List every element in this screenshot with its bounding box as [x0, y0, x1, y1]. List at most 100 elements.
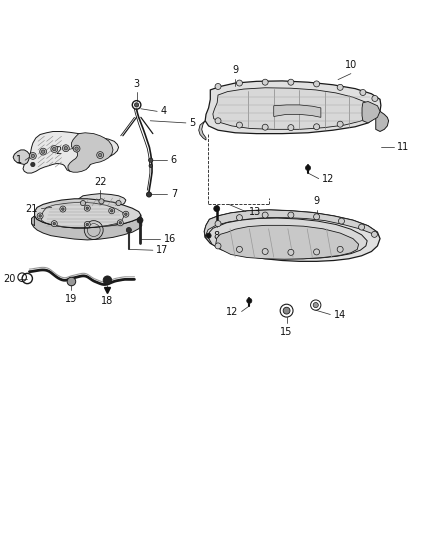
Circle shape: [283, 307, 290, 314]
Circle shape: [51, 221, 57, 227]
Circle shape: [124, 213, 127, 215]
Circle shape: [81, 200, 85, 206]
Text: 12: 12: [322, 174, 335, 184]
Text: 20: 20: [3, 273, 15, 284]
Text: 17: 17: [156, 245, 169, 255]
Circle shape: [314, 214, 320, 220]
Circle shape: [339, 218, 344, 224]
Text: 18: 18: [101, 296, 113, 305]
Text: 13: 13: [249, 207, 261, 216]
Text: 21: 21: [25, 204, 38, 214]
Circle shape: [206, 233, 211, 238]
Circle shape: [337, 84, 343, 90]
Circle shape: [237, 215, 243, 221]
Circle shape: [116, 200, 121, 206]
Circle shape: [39, 215, 42, 217]
Circle shape: [262, 212, 268, 218]
Circle shape: [126, 228, 131, 232]
Circle shape: [288, 125, 294, 131]
Text: 5: 5: [189, 118, 195, 128]
Polygon shape: [204, 210, 380, 261]
Polygon shape: [79, 193, 126, 207]
Circle shape: [247, 298, 252, 303]
Circle shape: [314, 81, 320, 87]
Circle shape: [53, 147, 56, 151]
Circle shape: [237, 246, 243, 252]
Polygon shape: [68, 133, 113, 172]
Polygon shape: [13, 150, 29, 165]
Circle shape: [86, 223, 88, 226]
Circle shape: [119, 222, 122, 224]
Polygon shape: [274, 105, 321, 117]
Circle shape: [62, 208, 64, 211]
Text: 12: 12: [226, 306, 238, 317]
Circle shape: [215, 243, 221, 249]
Circle shape: [53, 222, 56, 225]
Circle shape: [103, 276, 112, 285]
Circle shape: [134, 103, 139, 107]
Circle shape: [371, 231, 378, 237]
Circle shape: [314, 124, 320, 130]
Circle shape: [97, 151, 103, 158]
Circle shape: [31, 154, 35, 158]
Circle shape: [37, 213, 43, 219]
Circle shape: [146, 192, 152, 197]
Circle shape: [215, 221, 221, 227]
Circle shape: [73, 145, 80, 152]
Circle shape: [215, 84, 221, 90]
Circle shape: [305, 165, 311, 171]
Polygon shape: [205, 81, 381, 134]
Polygon shape: [376, 111, 389, 132]
Circle shape: [288, 249, 294, 255]
Text: 14: 14: [334, 310, 346, 319]
Circle shape: [63, 145, 69, 151]
Circle shape: [109, 208, 115, 214]
Circle shape: [60, 206, 66, 212]
Circle shape: [84, 205, 90, 211]
Circle shape: [29, 152, 36, 159]
Circle shape: [137, 217, 143, 223]
Circle shape: [117, 220, 123, 226]
Circle shape: [314, 249, 320, 255]
Circle shape: [215, 118, 221, 124]
Polygon shape: [362, 101, 380, 123]
Circle shape: [110, 209, 113, 212]
Text: 11: 11: [397, 142, 410, 152]
Polygon shape: [208, 218, 367, 259]
Text: 6: 6: [171, 155, 177, 165]
Circle shape: [99, 199, 104, 204]
Circle shape: [84, 222, 90, 228]
Circle shape: [359, 224, 364, 230]
Polygon shape: [32, 216, 35, 226]
Circle shape: [86, 207, 88, 209]
Text: 3: 3: [134, 79, 140, 89]
Text: 22: 22: [94, 177, 106, 187]
Circle shape: [214, 206, 220, 212]
Circle shape: [262, 124, 268, 130]
Circle shape: [99, 154, 102, 157]
Circle shape: [40, 148, 46, 155]
Polygon shape: [199, 121, 206, 140]
Text: 9: 9: [314, 197, 320, 206]
Circle shape: [313, 303, 318, 308]
Text: 15: 15: [280, 327, 293, 337]
Circle shape: [288, 79, 294, 85]
Circle shape: [42, 150, 45, 154]
Text: 1: 1: [16, 155, 22, 165]
Polygon shape: [23, 132, 119, 173]
Circle shape: [262, 79, 268, 85]
Circle shape: [75, 147, 78, 150]
Circle shape: [360, 90, 366, 95]
Text: 19: 19: [65, 294, 78, 304]
Circle shape: [288, 212, 294, 218]
Polygon shape: [35, 199, 141, 228]
Circle shape: [123, 211, 129, 217]
Circle shape: [64, 147, 67, 150]
Circle shape: [31, 163, 35, 167]
Circle shape: [148, 158, 153, 163]
Circle shape: [149, 164, 152, 167]
Circle shape: [51, 146, 58, 152]
Circle shape: [262, 248, 268, 254]
Text: 2: 2: [55, 146, 61, 156]
Text: 16: 16: [163, 233, 176, 244]
